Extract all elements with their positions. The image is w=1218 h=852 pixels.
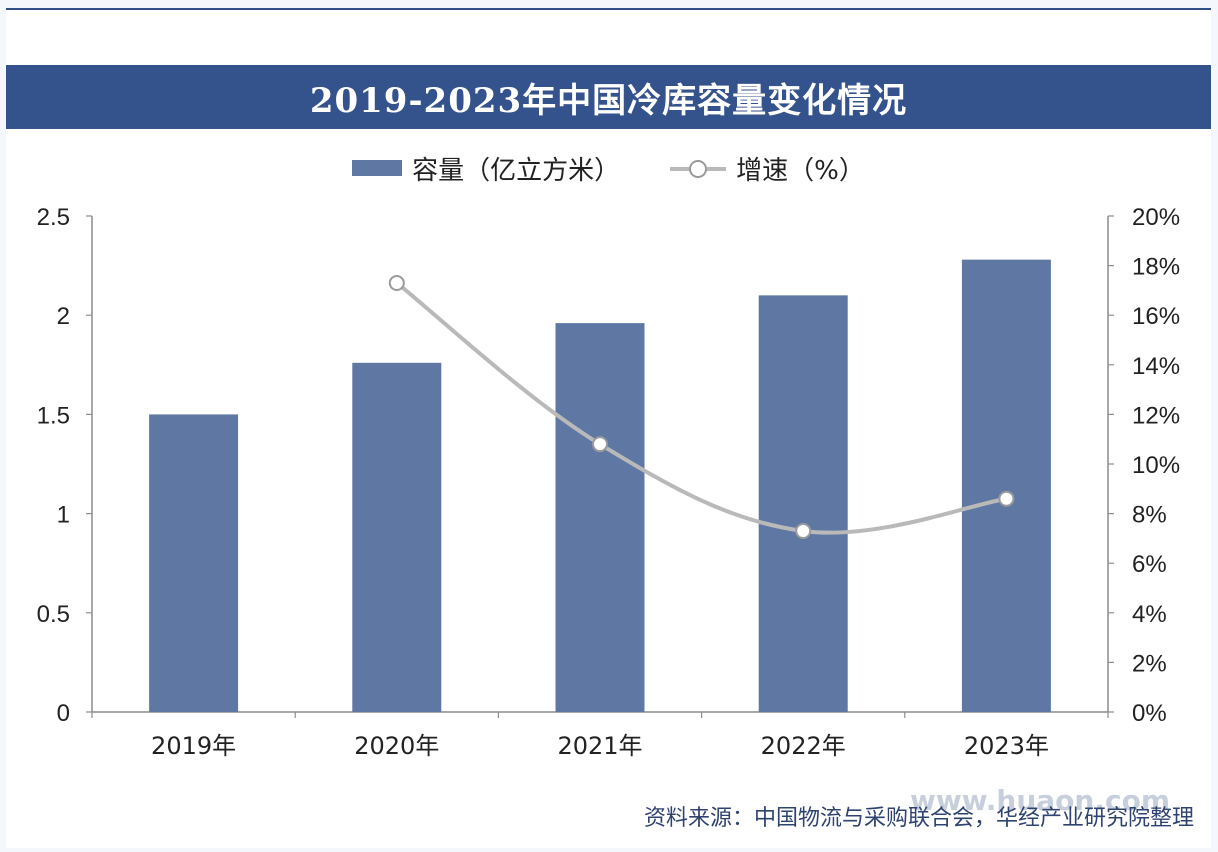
y-left-tick-label: 0.5: [37, 601, 70, 628]
y-left-tick-label: 1.5: [37, 402, 70, 429]
y-right-tick-label: 18%: [1132, 254, 1180, 281]
y-right-tick-label: 14%: [1132, 353, 1180, 380]
growth-point: [998, 490, 1015, 507]
x-tick-label: 2019年: [151, 732, 236, 760]
growth-point: [795, 522, 812, 539]
y-left-tick-label: 2.5: [37, 204, 70, 231]
x-tick-label: 2021年: [557, 732, 642, 760]
x-tick-label: 2022年: [761, 732, 846, 760]
legend-item-capacity: 容量（亿立方米）: [352, 150, 620, 187]
growth-line: [395, 281, 1007, 535]
y-right-tick-label: 8%: [1132, 502, 1167, 529]
bar: [961, 259, 1051, 712]
y-right-tick-label: 4%: [1132, 601, 1167, 628]
bar: [758, 295, 848, 712]
y-right-tick-label: 10%: [1132, 452, 1180, 479]
bar: [555, 323, 645, 712]
bar: [352, 362, 442, 712]
y-left-tick-label: 1: [57, 502, 70, 529]
legend-item-growth: 增速（%）: [670, 150, 865, 187]
title-bar: 2019-2023年中国冷库容量变化情况: [6, 65, 1211, 129]
y-left-tick-label: 2: [57, 303, 70, 330]
legend-label-capacity: 容量（亿立方米）: [412, 155, 621, 186]
y-right-tick-label: 16%: [1132, 303, 1180, 330]
watermark: www.huaon.com: [909, 784, 1170, 817]
legend: 容量（亿立方米） 增速（%）: [6, 148, 1211, 188]
y-left-tick-label: 0: [57, 700, 70, 727]
legend-label-growth: 增速（%）: [736, 155, 865, 186]
y-right-tick-label: 12%: [1132, 402, 1180, 429]
y-right-tick-label: 20%: [1132, 204, 1180, 231]
y-right-tick-label: 6%: [1132, 551, 1167, 578]
legend-bar-swatch: [352, 160, 403, 176]
legend-line-swatch: [670, 158, 727, 178]
x-tick-label: 2020年: [354, 732, 439, 760]
x-tick-label: 2023年: [964, 732, 1049, 760]
growth-point: [388, 274, 405, 291]
growth-point: [592, 436, 608, 453]
y-right-tick-label: 2%: [1132, 650, 1167, 677]
chart-title: 2019-2023年中国冷库容量变化情况: [309, 80, 908, 121]
bar: [149, 414, 239, 712]
y-right-tick-label: 0%: [1132, 700, 1167, 727]
source-note: 资料来源：中国物流与采购联合会，华经产业研究院整理: [643, 806, 1194, 831]
